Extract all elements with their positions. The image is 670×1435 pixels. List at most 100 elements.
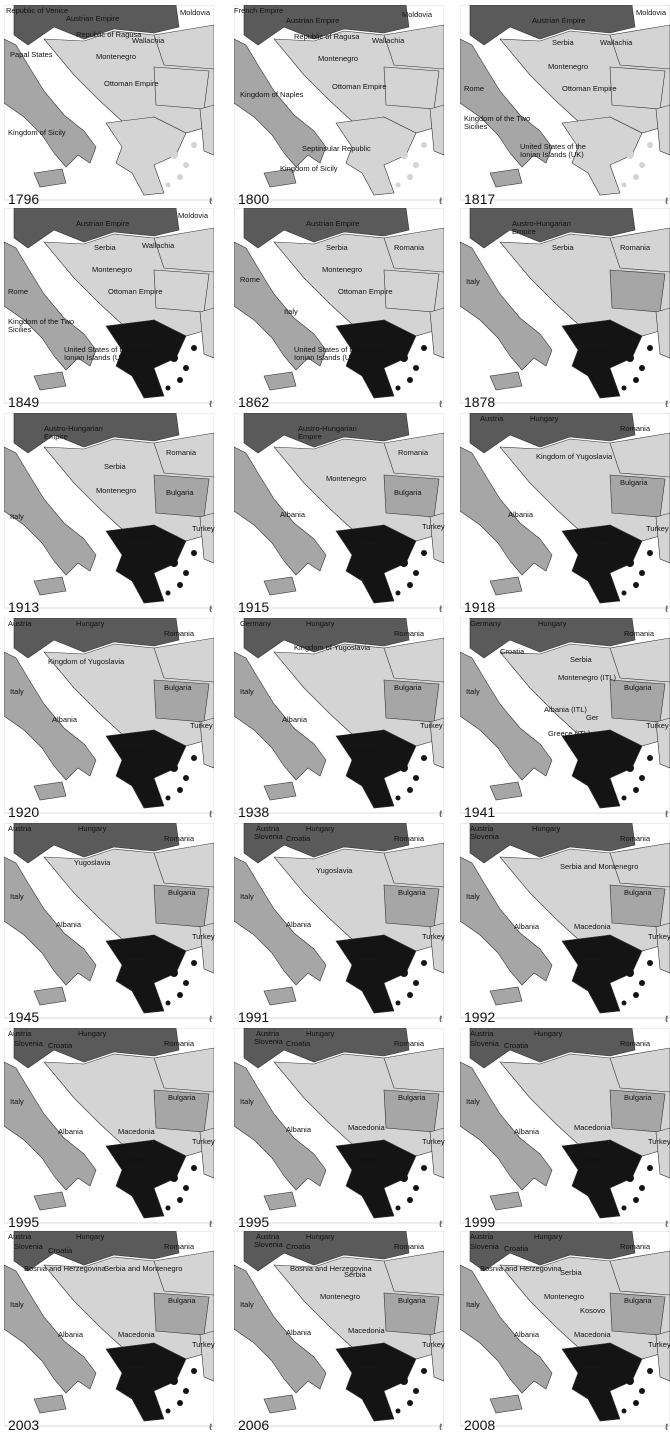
country-label: Hungary	[76, 1232, 105, 1241]
island	[639, 570, 645, 576]
island	[382, 179, 386, 183]
country-label: Serbia	[570, 655, 592, 664]
country-label: Kingdom of Yugoslavia	[294, 643, 371, 652]
country-label: Ger	[586, 713, 599, 722]
island	[608, 587, 612, 591]
country-label: Romania	[394, 243, 425, 252]
island	[152, 382, 156, 386]
country-label: Kingdom of Sicily	[280, 164, 338, 173]
country-label: Hungary	[78, 1029, 107, 1038]
region-east	[153, 24, 214, 70]
country-label: Kingdom of the Two Sicilies	[8, 317, 75, 334]
region-greece	[561, 1342, 643, 1422]
map-panel-1995: Austria Hungary Slovenia Croatia Romania Ital…	[234, 1028, 445, 1231]
country-label: Bulgaria	[394, 488, 422, 497]
island	[382, 1405, 386, 1409]
region-italy	[460, 1264, 553, 1394]
island	[407, 174, 413, 180]
country-label: Macedonia	[574, 1330, 611, 1339]
country-label: Montenegro	[544, 1292, 585, 1301]
year-label: 1878	[464, 394, 496, 410]
region-turkey	[199, 104, 214, 156]
island	[183, 775, 189, 781]
island	[421, 1165, 427, 1171]
island	[639, 162, 645, 168]
map-svg	[460, 5, 670, 201]
year-label: 2006	[238, 1417, 270, 1433]
region-north	[243, 208, 410, 249]
region-greece	[105, 934, 187, 1014]
country-label: Moldovia	[636, 8, 667, 17]
country-label: Romania	[164, 629, 195, 638]
region-italy	[234, 38, 327, 168]
island	[400, 764, 408, 772]
region-sicily	[263, 1394, 297, 1414]
country-label: Greece	[120, 745, 145, 754]
region-north	[469, 413, 636, 454]
map-svg	[234, 5, 444, 201]
country-label: Macedonia	[348, 1123, 385, 1132]
region-east	[153, 637, 214, 683]
country-label: Greece	[124, 1155, 149, 1164]
country-label: Romania	[166, 448, 197, 457]
region-bulgaria	[153, 66, 210, 110]
region-sicily	[33, 1394, 67, 1414]
year-label: 1918	[464, 599, 496, 615]
country-label: Albania	[280, 510, 306, 519]
island	[633, 582, 639, 588]
island	[633, 992, 639, 998]
country-label: Romania	[394, 629, 425, 638]
region-turkey	[429, 307, 444, 359]
country-label: Montenegro	[320, 1292, 361, 1301]
island	[191, 550, 197, 556]
year-label: 1938	[238, 804, 270, 820]
north-arrow-icon: ℓ	[209, 604, 212, 614]
island	[170, 559, 178, 567]
island	[633, 1400, 639, 1406]
island	[165, 1000, 171, 1006]
country-label: Kingdom of Naples	[240, 90, 304, 99]
region-turkey	[429, 1127, 444, 1179]
country-label: Italy	[10, 1300, 24, 1309]
map-svg	[460, 208, 670, 404]
region-north	[469, 208, 636, 249]
region-sicily	[33, 986, 67, 1006]
north-arrow-icon: ℓ	[209, 399, 212, 409]
region-turkey	[199, 922, 214, 974]
region-italy	[4, 38, 97, 168]
country-label: Turkey	[192, 1340, 215, 1349]
country-label: Turkey	[190, 721, 213, 730]
region-east	[383, 637, 444, 683]
region-east	[383, 1250, 444, 1296]
country-label: Montenegro	[326, 474, 367, 483]
region-east	[153, 432, 214, 478]
region-turkey	[655, 512, 670, 564]
island	[621, 1408, 627, 1414]
country-label: Austrian Empire	[66, 14, 120, 23]
country-label: Moldovia	[178, 211, 209, 220]
country-label: Croatia	[286, 1039, 311, 1048]
country-label: Italy	[240, 1097, 254, 1106]
country-label: Greece	[350, 745, 375, 754]
country-label: Romania	[620, 243, 651, 252]
country-label: Slovenia	[14, 1242, 43, 1251]
map-svg	[4, 618, 214, 814]
country-label: Republic of Venice	[6, 6, 69, 15]
region-bulgaria	[609, 66, 666, 110]
map-panel-2003: Austria Hungary Slovenia Croatia Romania Bosn…	[4, 1231, 215, 1434]
island	[608, 1405, 612, 1409]
map-panel-1817: Austrian Empire Moldovia Serbia Wallachia Mo…	[460, 5, 670, 208]
island	[647, 142, 653, 148]
region-sicily	[263, 1191, 297, 1211]
country-label: Hungary	[76, 619, 105, 628]
region-north	[243, 413, 410, 454]
country-label: Turkey	[646, 721, 669, 730]
country-label: Serbia	[104, 462, 126, 471]
island	[621, 1205, 627, 1211]
island	[177, 787, 183, 793]
year-label: 1995	[238, 1214, 270, 1230]
region-greece	[335, 1342, 417, 1422]
country-label: Austria	[256, 1232, 280, 1241]
country-label: Turkey	[420, 721, 443, 730]
